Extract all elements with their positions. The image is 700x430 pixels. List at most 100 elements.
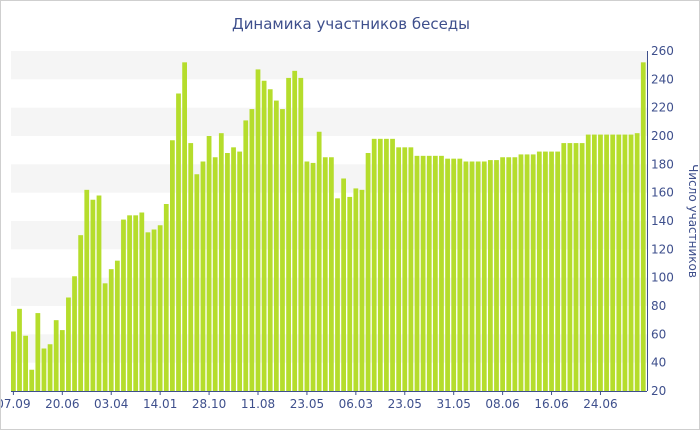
bar <box>261 80 267 391</box>
grid-band <box>11 51 647 80</box>
bar <box>78 235 84 391</box>
bar <box>640 62 646 391</box>
bar <box>66 297 71 391</box>
bar <box>84 189 90 391</box>
bar <box>114 260 120 391</box>
bar <box>506 157 512 391</box>
bar <box>524 154 530 391</box>
x-tick-label: 06.03 <box>339 397 373 411</box>
bar <box>432 155 438 391</box>
bar <box>255 69 261 392</box>
y-tick-label: 120 <box>651 242 674 256</box>
axis-lines <box>11 51 648 392</box>
bar <box>494 160 499 391</box>
x-tick-label: 23.05 <box>290 397 324 411</box>
y-tick-label: 200 <box>651 129 674 143</box>
bar <box>622 134 628 392</box>
bar <box>512 157 518 391</box>
bar <box>96 195 102 391</box>
bar <box>310 162 316 391</box>
bar <box>628 134 634 392</box>
bar <box>371 138 377 391</box>
bar <box>286 77 291 392</box>
bar <box>353 188 359 391</box>
bar <box>145 232 151 391</box>
bar <box>451 158 457 391</box>
bar <box>585 134 591 392</box>
bar <box>72 276 77 391</box>
bar <box>408 147 414 391</box>
bar <box>273 100 279 391</box>
x-tick-label: 03.04 <box>94 397 128 411</box>
y-tick-label: 140 <box>651 214 674 228</box>
bar <box>298 77 304 392</box>
bar <box>157 225 163 391</box>
bar <box>218 133 224 391</box>
bar <box>439 155 444 391</box>
bar <box>41 348 47 391</box>
bar <box>108 269 114 391</box>
x-tick-label: 31.05 <box>437 397 471 411</box>
bar <box>11 331 16 391</box>
bar <box>598 134 603 392</box>
y-tick-label: 60 <box>651 327 666 341</box>
bar <box>549 151 554 391</box>
grid-band <box>11 107 647 136</box>
chart-title: Динамика участников беседы <box>232 15 470 33</box>
x-tick-label: 24.06 <box>583 397 617 411</box>
x-tick-label: 16.06 <box>534 397 568 411</box>
bar <box>176 93 181 391</box>
y-axis-tick-labels: 20 40 60 80 100 120 140 160 180 200 220 240 260 <box>651 44 674 398</box>
bar <box>316 131 322 391</box>
bar <box>225 153 230 391</box>
bar <box>359 189 365 391</box>
x-tick-label: 28.10 <box>192 397 226 411</box>
bar <box>365 153 371 391</box>
y-tick-label: 160 <box>651 186 674 200</box>
bar <box>341 178 347 391</box>
y-axis-label: Число участников <box>686 164 699 278</box>
bar <box>402 147 408 391</box>
bar <box>426 155 432 391</box>
bar <box>102 283 108 391</box>
bar <box>604 134 609 392</box>
bar <box>329 157 334 391</box>
bar <box>414 155 420 391</box>
bar <box>488 160 493 391</box>
bar <box>573 143 579 391</box>
bar <box>530 154 536 391</box>
y-tick-label: 100 <box>651 271 674 285</box>
bar <box>182 62 188 391</box>
bar <box>500 157 506 391</box>
bar <box>133 215 139 391</box>
x-tick-label: 23.05 <box>388 397 422 411</box>
bar <box>555 151 561 391</box>
bar <box>243 120 249 392</box>
x-tick-label: 20.06 <box>45 397 79 411</box>
bar <box>445 158 450 391</box>
bar <box>212 157 218 391</box>
x-axis-tick-labels: 07.09 20.06 03.04 14.01 28.10 11.08 23.05 06.03… <box>1 391 618 411</box>
bar <box>384 138 389 391</box>
y-tick-label: 80 <box>651 299 666 313</box>
bar <box>53 320 59 391</box>
bar <box>237 151 243 391</box>
bar <box>463 161 469 391</box>
bar <box>23 335 29 391</box>
bar <box>536 151 542 391</box>
bar <box>591 134 597 392</box>
bar <box>194 174 200 391</box>
bar <box>35 313 41 391</box>
bar <box>616 134 622 392</box>
bar <box>139 212 145 391</box>
bar <box>543 151 548 391</box>
bar <box>634 133 640 391</box>
y-tick-label: 220 <box>651 101 674 115</box>
x-tick-label: 08.06 <box>485 397 519 411</box>
bar <box>475 161 481 391</box>
bar <box>163 204 169 391</box>
bar <box>304 161 310 391</box>
x-tick-label: 07.09 <box>1 397 31 411</box>
